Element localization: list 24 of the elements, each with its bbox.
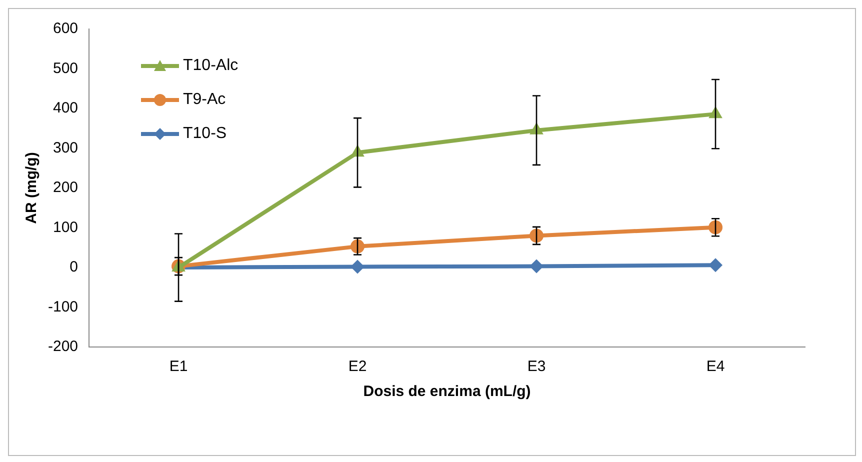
x-tick-label: E1 <box>169 358 188 376</box>
x-tick-label: E2 <box>348 358 367 376</box>
point <box>708 220 723 234</box>
y-tick-label: 300 <box>52 139 78 156</box>
x-tick-label: E3 <box>527 358 546 376</box>
point <box>530 259 544 274</box>
y-tick-label: 600 <box>52 20 78 38</box>
x-axis-title: Dosis de enzima (mL/g) <box>363 383 531 400</box>
y-tick-label: -200 <box>48 338 78 356</box>
point <box>530 228 544 243</box>
y-tick-label: 0 <box>70 258 78 276</box>
point <box>350 260 365 274</box>
point <box>350 239 365 254</box>
legend-label: T10-S <box>183 125 227 143</box>
legend-label: T9-Ac <box>183 91 226 109</box>
legend-label: T10-Alc <box>183 57 238 75</box>
y-tick-label: -100 <box>48 298 78 316</box>
y-tick-label: 200 <box>52 179 78 196</box>
y-tick-label: 500 <box>52 60 78 77</box>
point <box>708 258 723 272</box>
x-tick-label: E4 <box>706 358 725 376</box>
y-tick-label: 100 <box>52 218 78 236</box>
y-axis-title: AR (mg/g) <box>23 152 40 224</box>
y-tick-label: 400 <box>52 100 78 117</box>
